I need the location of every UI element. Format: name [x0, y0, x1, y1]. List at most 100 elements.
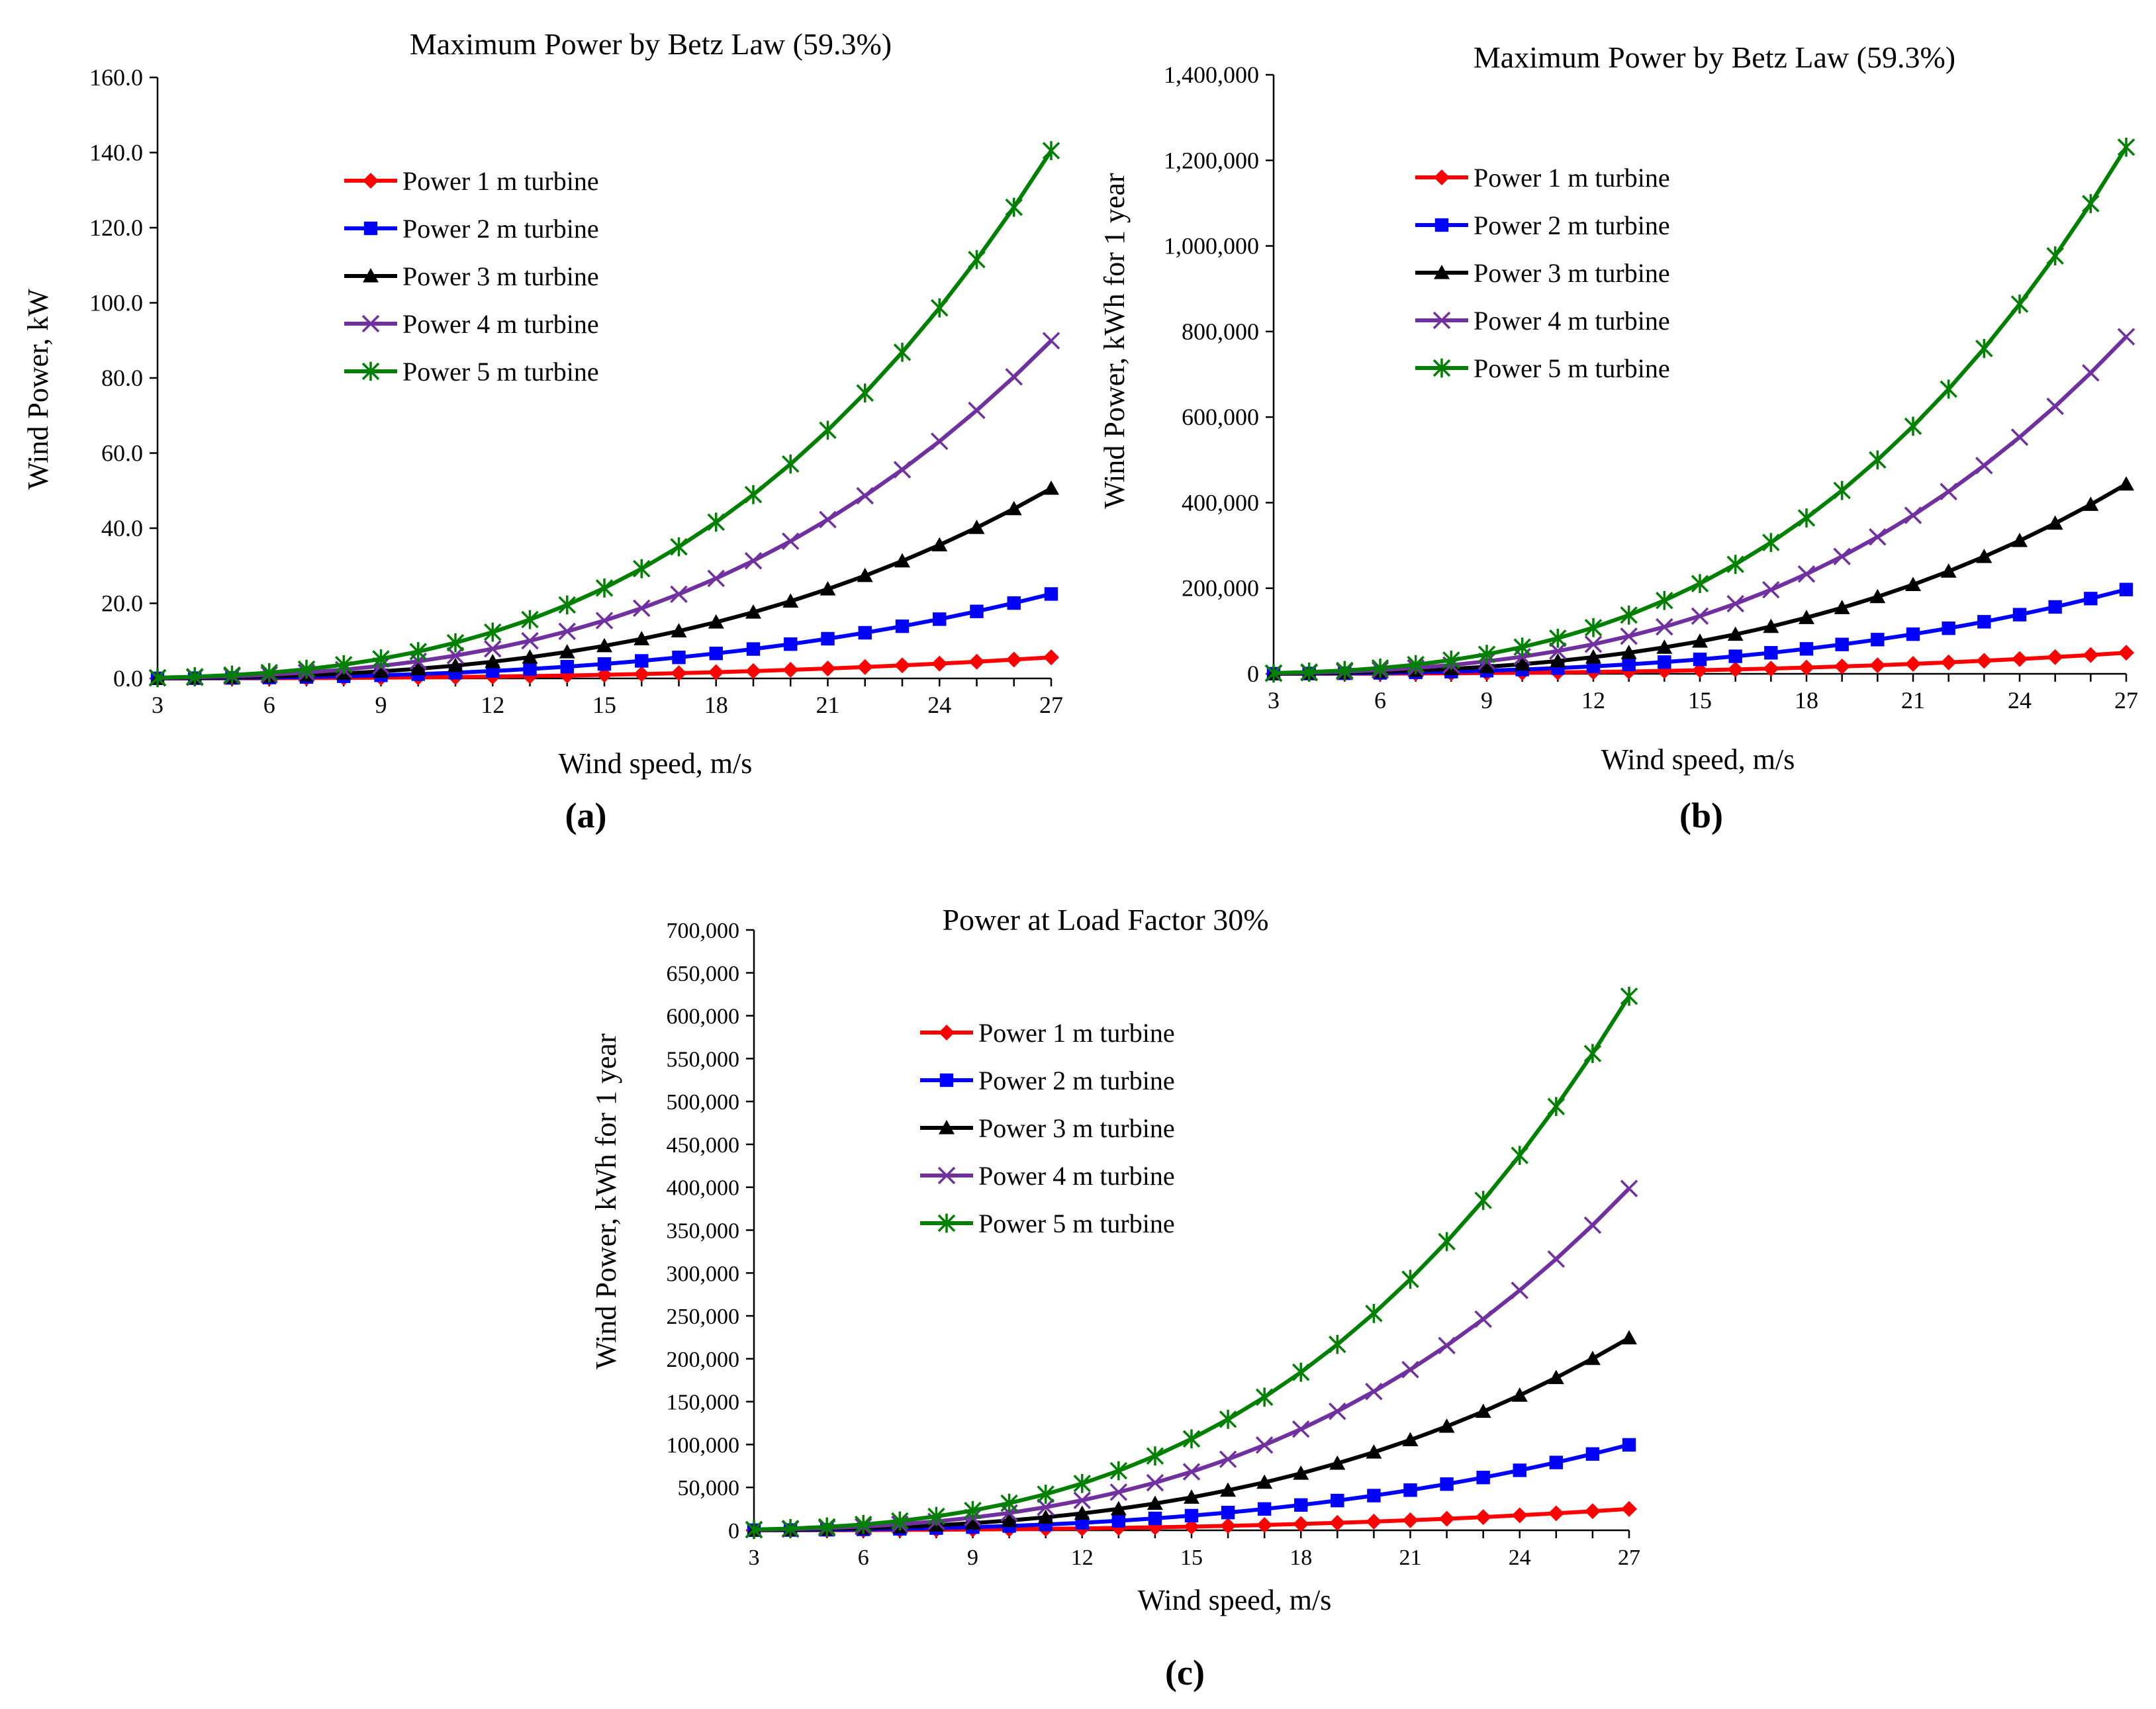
- chart-b-data-point: [1691, 607, 1709, 625]
- chart-b-data-point: [2010, 428, 2029, 446]
- x-tick-label: 21: [1399, 1546, 1422, 1570]
- chart-a-data-point: [857, 659, 873, 675]
- chart-a-data-point: [1006, 651, 1022, 668]
- chart-b-data-point: [1549, 628, 1567, 648]
- chart-a-data-point: [186, 667, 204, 686]
- chart-a-marks: 3 6 9 12 15 18 21 24 27 0.0 20.0 40.0 60.0 80.0 100.0 1…: [89, 64, 1063, 718]
- chart-a-data-point: [707, 512, 725, 532]
- chart-b-data-point: [1549, 642, 1567, 660]
- chart-a-data-point: [596, 637, 612, 653]
- chart-c-data-point: [1440, 1477, 1454, 1491]
- chart-b-data-point: [1871, 633, 1885, 647]
- x-tick-label: 15: [592, 692, 616, 718]
- y-tick-label: 250,000: [667, 1305, 740, 1329]
- chart-b-data-point: [2046, 397, 2064, 416]
- chart-a-data-point: [595, 612, 614, 629]
- chart-a-data-point: [558, 595, 576, 615]
- legend-marker: [1434, 218, 1449, 232]
- chart-c-data-point: [1073, 1473, 1091, 1493]
- chart-c-data-point: [1367, 1489, 1381, 1502]
- chart-b-data-point: [1763, 661, 1779, 677]
- legend-marker: [361, 361, 380, 381]
- chart-b-data-point: [1976, 653, 1992, 669]
- chart-a-data-point: [596, 667, 612, 683]
- chart-c-data-point: [1402, 1432, 1419, 1447]
- y-tick-label: 120.0: [89, 214, 143, 241]
- chart-a-data-point: [931, 432, 949, 450]
- chart-b-title: Maximum Power by Betz Law (59.3%): [1474, 40, 1955, 74]
- y-tick-label: 0: [1247, 661, 1259, 687]
- chart-b-data-point: [2083, 647, 2099, 663]
- chart-c-data-point: [1366, 1513, 1382, 1530]
- chart-b-data-point: [1799, 610, 1814, 624]
- chart-a-data-point: [1042, 141, 1060, 161]
- y-tick-label: 350,000: [667, 1219, 740, 1244]
- chart-b-data-point: [1693, 653, 1707, 667]
- legend-marker: [937, 1213, 956, 1233]
- chart-a-data-point: [522, 649, 538, 664]
- x-tick-label: 12: [1581, 687, 1605, 714]
- chart-a-data-point: [707, 569, 725, 588]
- chart-a-data-point: [970, 604, 984, 618]
- x-tick-label: 24: [2008, 687, 2032, 714]
- chart-b-data-point: [1513, 637, 1531, 657]
- chart-b-data-point: [2046, 246, 2064, 265]
- chart-c-data-point: [1109, 1483, 1128, 1501]
- x-tick-label: 24: [927, 692, 951, 718]
- chart-b-data-point: [1336, 661, 1354, 680]
- chart-b-xlabel: Wind speed, m/s: [1601, 743, 1795, 776]
- chart-b-data-point: [1942, 621, 1955, 635]
- chart-c-series-line: [753, 995, 1631, 1532]
- chart-b-data-point: [2082, 194, 2100, 214]
- chart-a-data-point: [819, 510, 837, 529]
- y-tick-label: 1,400,000: [1164, 62, 1259, 88]
- chart-b-data-point: [2010, 295, 2029, 314]
- chart-b-data-point: [1727, 661, 1744, 678]
- x-tick-label: 9: [967, 1546, 978, 1570]
- chart-a-data-point: [709, 647, 723, 661]
- chart-c-data-point: [1146, 1446, 1164, 1466]
- chart-b-data-point: [2048, 600, 2062, 614]
- chart-b-data-point: [1975, 339, 1993, 358]
- chart-b-data-point: [1940, 379, 1957, 399]
- chart-b: Maximum Power by Betz Law (59.3%) Wind s…: [1098, 40, 2138, 835]
- chart-a-panel-label: (a): [565, 796, 607, 835]
- legend-marker: [939, 1025, 955, 1040]
- chart-c-data-point: [1403, 1483, 1417, 1497]
- chart-a-data-point: [782, 532, 800, 550]
- chart-c-data-point: [1476, 1471, 1490, 1485]
- legend-marker: [1434, 265, 1450, 279]
- legend-label: Power 1 m turbine: [978, 1018, 1175, 1048]
- chart-c-data-point: [1111, 1514, 1126, 1528]
- chart-a-data-point: [819, 420, 837, 440]
- chart-a-ylabel: Wind Power, kW: [22, 289, 54, 490]
- legend-label: Power 3 m turbine: [402, 261, 599, 291]
- chart-b-data-point: [1692, 633, 1708, 648]
- chart-b-data-point: [2118, 476, 2134, 491]
- chart-c-data-point: [1182, 1429, 1201, 1449]
- chart-a-data-point: [745, 604, 761, 619]
- chart-c-data-point: [1475, 1403, 1491, 1418]
- chart-c-data-point: [1438, 1336, 1456, 1355]
- chart-a-data-point: [595, 578, 614, 598]
- chart-b-data-point: [2118, 645, 2134, 661]
- chart-a-data-point: [521, 631, 539, 650]
- chart-b-data-point: [1833, 547, 1851, 565]
- x-tick-label: 18: [1289, 1546, 1312, 1570]
- legend-label: Power 4 m turbine: [978, 1161, 1175, 1191]
- y-tick-label: 650,000: [667, 962, 740, 986]
- legend-label: Power 5 m turbine: [978, 1209, 1175, 1238]
- chart-b-data-point: [1799, 659, 1814, 676]
- chart-c-data-point: [1513, 1463, 1526, 1477]
- chart-c-data-point: [1146, 1473, 1164, 1492]
- chart-a-data-point: [635, 654, 649, 668]
- legend-marker: [939, 1120, 955, 1134]
- y-tick-label: 40.0: [101, 515, 143, 541]
- y-tick-label: 60.0: [101, 440, 143, 467]
- chart-c-data-point: [1219, 1450, 1237, 1468]
- chart-c-data-point: [1255, 1436, 1274, 1454]
- chart-c-data-point: [1438, 1232, 1456, 1252]
- y-tick-label: 200,000: [1182, 575, 1259, 602]
- chart-c-data-point: [1255, 1387, 1274, 1407]
- chart-c-data-point: [1547, 1250, 1566, 1268]
